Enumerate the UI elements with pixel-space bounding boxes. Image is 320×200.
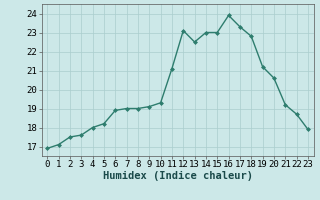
X-axis label: Humidex (Indice chaleur): Humidex (Indice chaleur) — [103, 171, 252, 181]
